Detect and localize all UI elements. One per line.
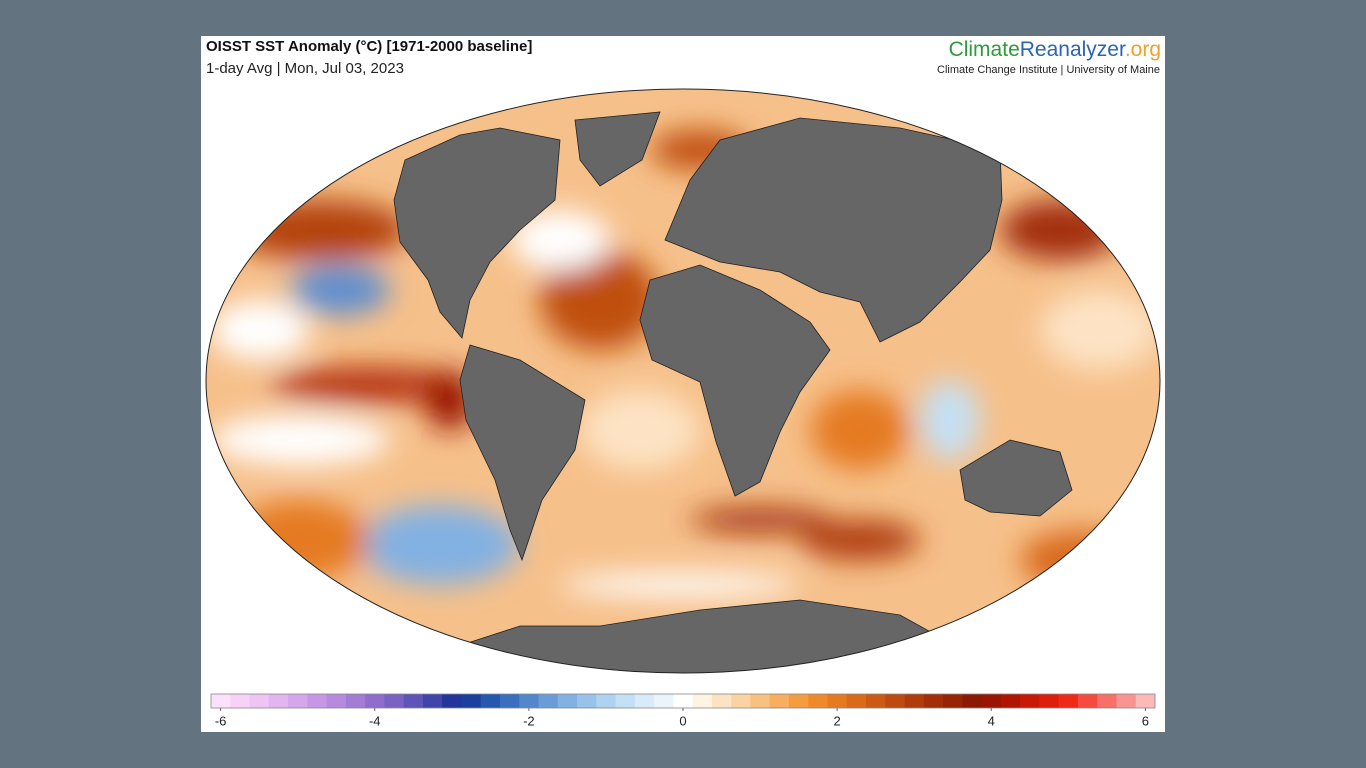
colorbar-swatch bbox=[692, 694, 713, 708]
colorbar-swatch bbox=[577, 694, 597, 708]
colorbar-swatch bbox=[596, 694, 617, 708]
map bbox=[206, 89, 1160, 673]
colorbar-tick-label: 2 bbox=[834, 713, 841, 728]
colorbar-tick-label: 4 bbox=[988, 713, 995, 728]
colorbar-swatch bbox=[1020, 694, 1040, 708]
map-title: OISST SST Anomaly (°C) [1971-2000 baseli… bbox=[206, 38, 532, 55]
land bbox=[393, 111, 1073, 673]
colorbar-swatch bbox=[557, 694, 578, 708]
colorbar-swatch bbox=[885, 694, 906, 708]
colorbar-tick-label: 6 bbox=[1142, 713, 1149, 728]
colorbar-swatch bbox=[615, 694, 636, 708]
colorbar-swatch bbox=[788, 694, 809, 708]
colorbar-swatch bbox=[1116, 694, 1137, 708]
colorbar-swatch bbox=[1097, 694, 1117, 708]
colorbar-swatch bbox=[962, 694, 983, 708]
brand-subtitle: Climate Change Institute | University of… bbox=[937, 64, 1160, 76]
colorbar-swatch bbox=[827, 694, 848, 708]
colorbar-swatch bbox=[846, 694, 867, 708]
colorbar-tick-label: -2 bbox=[523, 713, 535, 728]
colorbar-swatch bbox=[654, 694, 674, 708]
colorbar-swatch bbox=[499, 694, 520, 708]
colorbar-swatch bbox=[480, 694, 501, 708]
map-outline bbox=[205, 88, 1161, 674]
brand-part: Climate bbox=[949, 38, 1020, 61]
colorbar-swatch bbox=[923, 694, 944, 708]
colorbar: -6 -4 -2 0 2 4 6 bbox=[210, 693, 1156, 728]
colorbar-swatch bbox=[1039, 694, 1060, 708]
colorbar-swatch bbox=[288, 694, 308, 708]
colorbar-swatch bbox=[326, 694, 347, 708]
colorbar-swatch bbox=[345, 694, 366, 708]
colorbar-swatch bbox=[769, 694, 790, 708]
colorbar-swatch bbox=[307, 694, 328, 708]
colorbar-tick-label: -6 bbox=[215, 713, 227, 728]
colorbar-swatch bbox=[731, 694, 751, 708]
colorbar-swatch bbox=[365, 694, 385, 708]
colorbar-tick-label: -4 bbox=[369, 713, 381, 728]
map-subtitle: 1-day Avg | Mon, Jul 03, 2023 bbox=[206, 60, 404, 77]
colorbar-swatch bbox=[711, 694, 732, 708]
colorbar-swatch bbox=[230, 694, 251, 708]
colorbar-swatch bbox=[866, 694, 886, 708]
colorbar-swatch bbox=[384, 694, 405, 708]
anomaly-field bbox=[210, 130, 1160, 597]
brand-part: Reanalyzer bbox=[1020, 38, 1126, 61]
colorbar-tick-label: 0 bbox=[679, 713, 686, 728]
colorbar-swatch bbox=[1135, 694, 1156, 708]
colorbar-swatch bbox=[1058, 694, 1079, 708]
colorbar-swatch bbox=[211, 694, 231, 708]
colorbar-swatch bbox=[943, 694, 963, 708]
colorbar-swatch bbox=[673, 694, 694, 708]
colorbar-swatch bbox=[268, 694, 289, 708]
colorbar-swatch bbox=[442, 694, 462, 708]
colorbar-swatch bbox=[249, 694, 270, 708]
colorbar-swatch bbox=[403, 694, 424, 708]
colorbar-swatch bbox=[1000, 694, 1021, 708]
colorbar-swatch bbox=[538, 694, 559, 708]
colorbar-swatch bbox=[750, 694, 771, 708]
colorbar-swatch bbox=[422, 694, 443, 708]
colorbar-swatch bbox=[981, 694, 1002, 708]
colorbar-swatch bbox=[1077, 694, 1098, 708]
brand: ClimateReanalyzer.org bbox=[949, 38, 1161, 61]
colorbar-swatch bbox=[461, 694, 482, 708]
colorbar-swatch bbox=[808, 694, 828, 708]
colorbar-swatch bbox=[904, 694, 925, 708]
colorbar-swatch bbox=[634, 694, 655, 708]
colorbar-swatch bbox=[519, 694, 540, 708]
brand-part: .org bbox=[1125, 38, 1161, 61]
